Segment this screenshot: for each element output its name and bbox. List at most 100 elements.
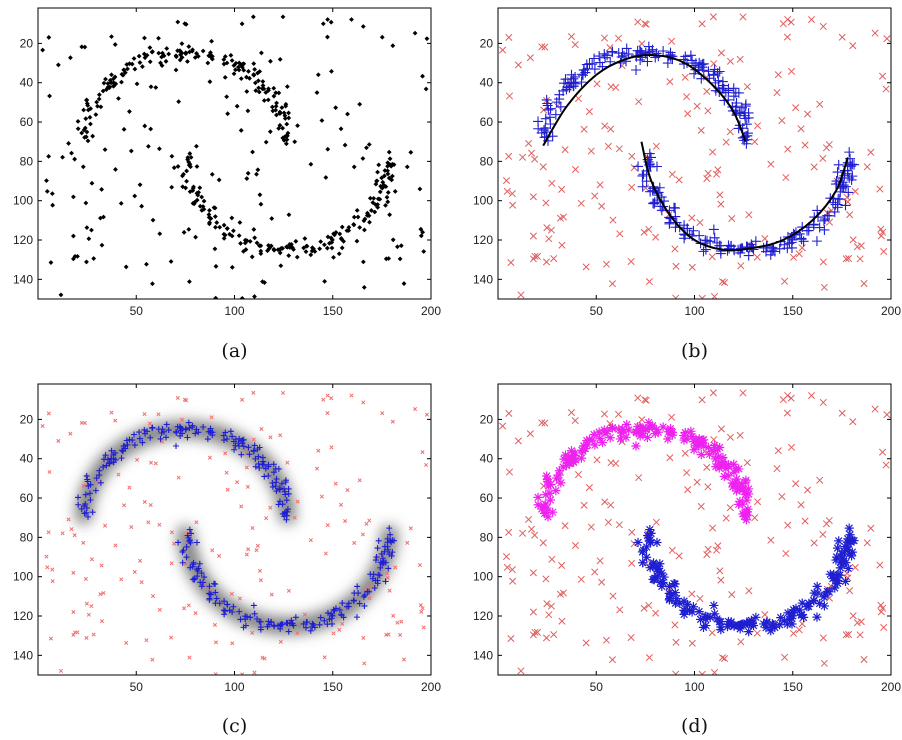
upper-arc-point (124, 441, 131, 448)
upper-cluster-point (545, 488, 555, 498)
noise-point (101, 590, 106, 596)
noise-point (849, 42, 857, 50)
lower-cluster-point (815, 598, 825, 609)
data-point (385, 190, 391, 195)
noise-point (797, 501, 805, 509)
noise-point (550, 255, 558, 263)
lower-arc-point (809, 212, 820, 223)
data-point (142, 123, 148, 129)
data-point (98, 215, 103, 221)
upper-arc-point (703, 66, 714, 77)
data-point (75, 119, 81, 124)
data-point (245, 170, 251, 176)
data-point (424, 36, 430, 42)
noise-point (179, 417, 184, 422)
data-point (351, 221, 357, 227)
upper-cluster-point (651, 424, 662, 435)
upper-arc-point (533, 116, 544, 127)
data-point (68, 55, 73, 61)
lower-cluster-point (646, 528, 656, 539)
upper-arc-point (255, 460, 262, 467)
upper-arc-point (743, 107, 754, 118)
noise-point (225, 487, 230, 492)
lower-cluster-point (710, 609, 720, 619)
noise-point (119, 577, 124, 582)
data-point (233, 67, 238, 73)
upper-arc-point (136, 429, 143, 436)
lower-arc-point (382, 578, 389, 585)
upper-arc-point (658, 45, 669, 56)
noise-point (652, 142, 660, 150)
data-point (354, 207, 360, 213)
noise-point (138, 558, 143, 563)
data-point (322, 278, 328, 284)
data-point (55, 62, 61, 68)
upper-arc-point (87, 496, 94, 503)
noise-point (703, 87, 711, 96)
noise-point (325, 393, 330, 398)
upper-cluster-point (597, 437, 608, 448)
noise-point (217, 553, 222, 558)
data-point (141, 51, 147, 57)
y-tick-label: 60 (480, 491, 494, 505)
y-tick-label: 20 (480, 412, 494, 426)
noise-point (503, 563, 511, 571)
data-point (75, 253, 80, 259)
noise-point (708, 253, 716, 261)
data-point (175, 19, 181, 25)
noise-point (302, 612, 307, 617)
lower-arc-point (213, 595, 220, 602)
data-point (148, 84, 154, 90)
noise-point (638, 416, 646, 424)
noise-point (541, 43, 549, 51)
upper-arc-point (577, 70, 588, 81)
noise-point (753, 253, 761, 261)
upper-arc-point (221, 437, 228, 444)
x-tick-label: 100 (684, 680, 704, 694)
data-point (251, 227, 257, 232)
lower-cluster-point (648, 574, 658, 584)
lower-arc-point (267, 619, 274, 626)
data-point (71, 233, 76, 239)
noise-point (548, 179, 556, 187)
lower-arc-point (829, 207, 840, 218)
upper-arc-point (270, 469, 277, 476)
data-point (292, 139, 298, 145)
noise-point (668, 170, 676, 178)
noise-point (223, 451, 228, 456)
upper-cluster-point (679, 435, 689, 445)
data-point (256, 89, 262, 95)
upper-arc-point (555, 101, 566, 112)
upper-arc-point (223, 435, 230, 442)
lower-cluster-point (835, 563, 845, 573)
noise-point (876, 561, 884, 569)
upper-cluster-point (704, 449, 715, 459)
noise-point (262, 656, 267, 661)
upper-cluster-point (712, 444, 723, 454)
noise-point (751, 514, 759, 522)
data-point (346, 224, 352, 230)
upper-cluster-point (566, 446, 577, 456)
noise-point (767, 160, 775, 168)
data-point (339, 224, 345, 230)
noise-point (726, 433, 735, 441)
data-point (199, 207, 205, 213)
data-point (131, 56, 137, 61)
data-point (58, 292, 64, 298)
data-point (349, 17, 354, 22)
noise-point (295, 499, 300, 504)
noise-point (640, 228, 648, 236)
noise-point (668, 546, 676, 554)
data-point (381, 182, 387, 188)
noise-point (782, 549, 790, 558)
data-point (317, 246, 323, 252)
data-point (129, 61, 135, 67)
upper-arc-point (662, 58, 673, 69)
data-point (373, 202, 378, 207)
data-point (194, 190, 200, 196)
noise-point (628, 152, 636, 160)
data-point (351, 214, 357, 220)
noise-point (867, 524, 875, 532)
y-tick-label: 100 (473, 570, 493, 584)
data-point (212, 205, 218, 211)
